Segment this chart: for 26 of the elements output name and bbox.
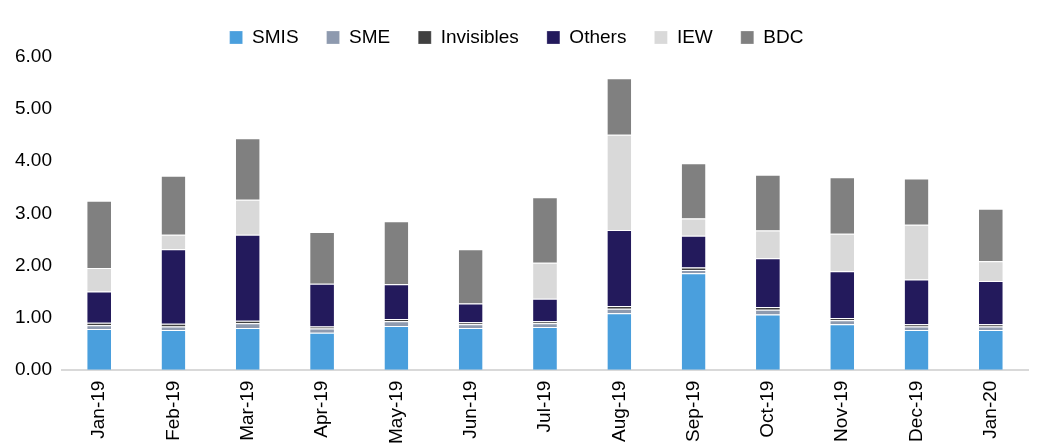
x-tick-label: Jun-19 <box>458 380 480 439</box>
x-tick-label: Feb-19 <box>161 380 183 441</box>
y-tick-label: 6.00 <box>15 45 52 67</box>
y-tick-label: 2.00 <box>15 253 52 275</box>
x-tick-label: Aug-19 <box>607 380 629 442</box>
y-tick-label: 4.00 <box>15 149 52 171</box>
x-tick-label: Sep-19 <box>681 380 703 442</box>
x-tick-label: Dec-19 <box>904 380 926 442</box>
x-tick-label: Jan-19 <box>87 380 109 439</box>
legend-label: Others <box>569 25 627 47</box>
x-tick-label: Oct-19 <box>756 380 778 438</box>
legend-label: SME <box>349 25 391 47</box>
legend-label: IEW <box>676 25 713 47</box>
legend-label: BDC <box>763 25 804 47</box>
x-tick-label: Jan-20 <box>979 380 1001 439</box>
y-tick-label: 1.00 <box>15 305 52 327</box>
x-tick-label: Jul-19 <box>533 380 555 433</box>
x-tick-label: Nov-19 <box>830 380 852 442</box>
x-tick-label: Apr-19 <box>310 380 332 438</box>
y-tick-label: 5.00 <box>15 97 52 119</box>
y-tick-label: 0.00 <box>15 357 52 379</box>
y-tick-label: 3.00 <box>15 201 52 223</box>
x-tick-label: May-19 <box>384 380 406 444</box>
legend-label: Invisibles <box>440 25 519 47</box>
legend-label: SMIS <box>252 25 299 47</box>
x-tick-label: Mar-19 <box>235 380 257 441</box>
